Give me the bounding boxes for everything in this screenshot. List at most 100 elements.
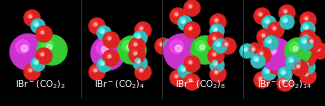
Circle shape xyxy=(217,43,220,46)
Circle shape xyxy=(303,15,309,21)
Circle shape xyxy=(253,56,259,62)
Circle shape xyxy=(264,36,278,50)
Circle shape xyxy=(175,13,178,16)
Text: IBr$^-$(CO$_2$)$_{14}$: IBr$^-$(CO$_2$)$_{14}$ xyxy=(257,79,313,91)
Circle shape xyxy=(212,60,217,66)
Circle shape xyxy=(254,8,270,24)
Circle shape xyxy=(242,46,248,52)
Circle shape xyxy=(106,53,112,59)
Circle shape xyxy=(189,79,192,82)
Circle shape xyxy=(214,28,217,31)
Circle shape xyxy=(213,39,227,53)
Circle shape xyxy=(178,16,192,30)
Circle shape xyxy=(213,69,219,75)
Circle shape xyxy=(39,29,45,35)
Circle shape xyxy=(303,62,308,68)
Circle shape xyxy=(270,61,277,67)
Circle shape xyxy=(133,56,147,70)
Circle shape xyxy=(137,25,144,31)
Circle shape xyxy=(280,78,286,84)
Circle shape xyxy=(312,43,325,59)
Circle shape xyxy=(211,35,217,41)
Circle shape xyxy=(36,26,52,42)
Circle shape xyxy=(254,72,270,88)
Circle shape xyxy=(29,15,32,18)
Circle shape xyxy=(278,67,292,81)
Circle shape xyxy=(260,38,292,70)
Circle shape xyxy=(215,71,218,74)
Circle shape xyxy=(307,38,314,44)
Circle shape xyxy=(259,77,262,80)
Circle shape xyxy=(279,5,295,21)
Circle shape xyxy=(33,59,39,65)
Circle shape xyxy=(184,0,200,16)
Circle shape xyxy=(168,43,171,46)
Circle shape xyxy=(189,27,192,30)
Circle shape xyxy=(135,64,151,80)
Circle shape xyxy=(123,40,133,51)
Circle shape xyxy=(16,40,30,53)
Circle shape xyxy=(180,18,186,24)
Circle shape xyxy=(129,38,145,54)
Circle shape xyxy=(101,30,104,33)
Circle shape xyxy=(213,53,216,56)
Circle shape xyxy=(259,13,262,16)
Circle shape xyxy=(247,43,263,59)
Circle shape xyxy=(97,58,111,72)
Circle shape xyxy=(281,8,288,14)
Circle shape xyxy=(101,47,108,53)
Circle shape xyxy=(303,53,309,59)
Circle shape xyxy=(317,48,320,51)
Circle shape xyxy=(135,33,140,39)
Circle shape xyxy=(10,34,46,70)
Circle shape xyxy=(41,53,44,56)
Circle shape xyxy=(220,38,236,54)
Circle shape xyxy=(285,38,311,64)
Circle shape xyxy=(264,18,269,24)
Circle shape xyxy=(213,37,216,40)
Circle shape xyxy=(89,18,105,34)
Circle shape xyxy=(210,14,226,30)
Circle shape xyxy=(155,38,171,54)
Circle shape xyxy=(178,64,192,78)
Circle shape xyxy=(127,45,132,50)
Circle shape xyxy=(300,12,316,28)
Circle shape xyxy=(92,67,98,73)
Circle shape xyxy=(260,52,263,55)
Circle shape xyxy=(184,22,200,38)
Circle shape xyxy=(187,59,193,65)
Circle shape xyxy=(240,44,254,58)
Circle shape xyxy=(37,35,67,65)
Circle shape xyxy=(305,73,308,76)
Circle shape xyxy=(195,40,206,51)
Circle shape xyxy=(250,46,256,52)
Circle shape xyxy=(211,51,217,57)
Circle shape xyxy=(214,62,217,65)
Circle shape xyxy=(184,56,200,72)
Circle shape xyxy=(208,32,224,48)
Circle shape xyxy=(27,13,32,19)
Circle shape xyxy=(265,43,277,55)
Circle shape xyxy=(257,29,273,45)
Circle shape xyxy=(268,22,284,38)
Circle shape xyxy=(31,19,45,33)
Circle shape xyxy=(182,20,185,23)
Circle shape xyxy=(303,33,309,39)
Circle shape xyxy=(164,34,200,70)
Circle shape xyxy=(303,71,309,77)
Circle shape xyxy=(132,50,138,56)
Circle shape xyxy=(35,61,38,64)
Circle shape xyxy=(208,48,224,64)
Circle shape xyxy=(42,40,53,51)
Circle shape xyxy=(39,51,45,57)
Circle shape xyxy=(21,45,28,52)
Text: IBr$^-$(CO$_2$)$_2$: IBr$^-$(CO$_2$)$_2$ xyxy=(15,79,65,91)
Circle shape xyxy=(288,57,293,63)
Circle shape xyxy=(140,69,143,72)
Circle shape xyxy=(160,43,163,46)
Circle shape xyxy=(262,16,276,30)
Circle shape xyxy=(180,66,186,72)
Circle shape xyxy=(301,38,306,44)
Circle shape xyxy=(289,42,299,52)
Circle shape xyxy=(262,66,276,80)
